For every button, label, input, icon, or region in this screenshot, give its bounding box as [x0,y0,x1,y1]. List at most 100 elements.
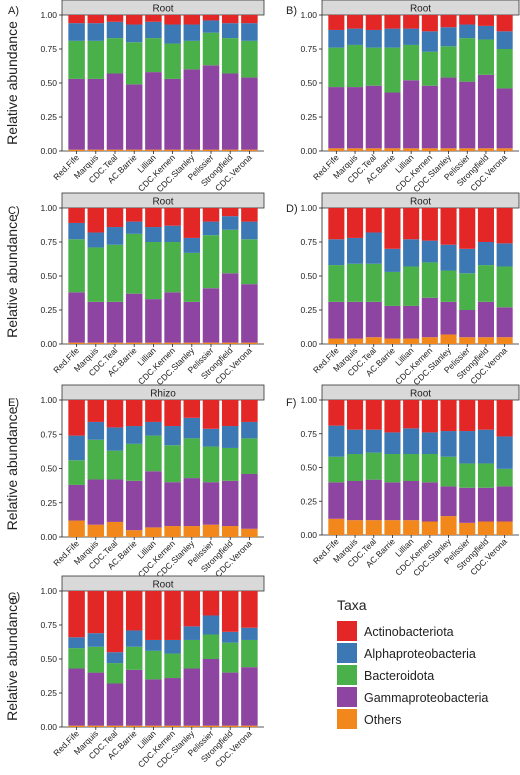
bar-segment [145,591,162,640]
bar-segment [87,23,105,41]
bar-segment [241,208,258,222]
bar-segment [202,591,220,616]
bar-segment [365,47,382,86]
bar-segment [365,208,382,233]
bar-segment [68,460,85,485]
y-tick-label: 0.25 [300,305,317,315]
bar-segment [496,337,513,344]
bar-segment [347,338,364,344]
bar-segment [106,652,124,664]
bar-segment [125,591,143,631]
bar-segment [106,450,124,480]
bar-segment [347,148,364,151]
bar-segment [87,247,105,302]
bar-segment [347,44,364,88]
bar-segment [183,526,201,537]
bar-segment [125,24,143,43]
bar-segment [221,672,239,726]
bar-segment [496,148,513,151]
bar-segment [106,521,124,537]
bar-segment [365,429,382,453]
bar-segment [125,426,143,444]
y-tick-label: 0.75 [40,237,57,247]
bar-segment [459,81,476,149]
bar-segment [183,417,201,439]
bar-segment [145,299,162,343]
bar-segment [347,208,364,238]
bar-segment [164,242,181,293]
bar-segment [125,208,143,222]
bar-segment [347,15,364,29]
bar-segment [125,84,143,150]
bar-segment [202,65,220,150]
bar-segment [125,342,143,344]
facet-strip-label: Root [410,389,431,400]
bar-segment [421,521,438,535]
bar-segment [87,524,105,537]
bar-segment [145,400,162,422]
bar-segment [221,400,239,427]
panel-label: D) [286,203,298,215]
bar-segment [384,248,401,272]
facet-strip [61,192,265,209]
bar-segment [241,591,258,628]
bar-segment [164,43,181,79]
bar-segment [202,524,220,537]
bar-segment [106,591,124,653]
facet-strip [321,192,520,209]
bar-segment [183,639,201,669]
facet-strip [61,575,265,592]
bar-segment [87,591,105,634]
y-tick-label: 0.00 [300,146,317,156]
bar-segment [496,88,513,149]
y-tick-label: 0.50 [40,271,57,281]
bar-segment [477,15,494,26]
bar-segment [202,342,220,344]
bar-segment [384,271,401,306]
y-tick-label: 0.75 [40,44,57,54]
bar-segment [183,301,201,343]
bar-segment [145,421,162,436]
bar-segment [403,80,420,149]
bar-segment [183,626,201,640]
bar-segment [365,148,382,151]
bar-segment [202,149,220,151]
bar-segment [164,426,181,446]
bar-segment [106,149,124,151]
bar-segment [125,233,143,294]
bar-segment [241,627,258,640]
bar-segment [87,78,105,150]
bar-segment [365,29,382,48]
legend-label: Bacteroidota [364,669,434,683]
y-tick-label: 0.50 [300,78,317,88]
bar-segment [403,400,420,429]
bar-segment [106,21,124,39]
bar-segment [403,239,420,267]
legend-label: Gammaproteobacteria [364,691,488,705]
chart-panel: D)Root0.000.250.500.751.00Red.FifeMarqui… [286,192,520,387]
bar-segment [241,15,258,24]
y-tick-label: 0.50 [300,271,317,281]
chart-panel: G)Relative abundance Root 0.00 0.25 0.50 0.75… [4,575,265,770]
bar-segment [241,342,258,344]
bar-segment [477,148,494,151]
bar-segment [183,438,201,479]
bar-segment [87,208,105,233]
bar-segment [202,659,220,726]
bar-segment [365,400,382,430]
bar-segment [421,432,438,454]
bar-segment [365,520,382,535]
bar-segment [145,650,162,680]
bar-segment [384,432,401,454]
bar-segment [106,73,124,150]
y-tick-label: 0.00 [300,530,317,540]
bar-segment [477,265,494,302]
bar-segment [87,439,105,480]
bar-segment [365,15,382,30]
bar-segment [403,148,420,151]
bar-segment [106,227,124,245]
bar-segment [202,288,220,343]
bar-segment [459,463,476,488]
bar-segment [241,77,258,150]
bar-segment [221,342,239,344]
